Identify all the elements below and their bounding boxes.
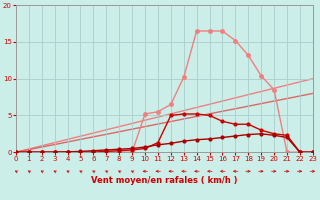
X-axis label: Vent moyen/en rafales ( km/h ): Vent moyen/en rafales ( km/h ) [91,176,238,185]
